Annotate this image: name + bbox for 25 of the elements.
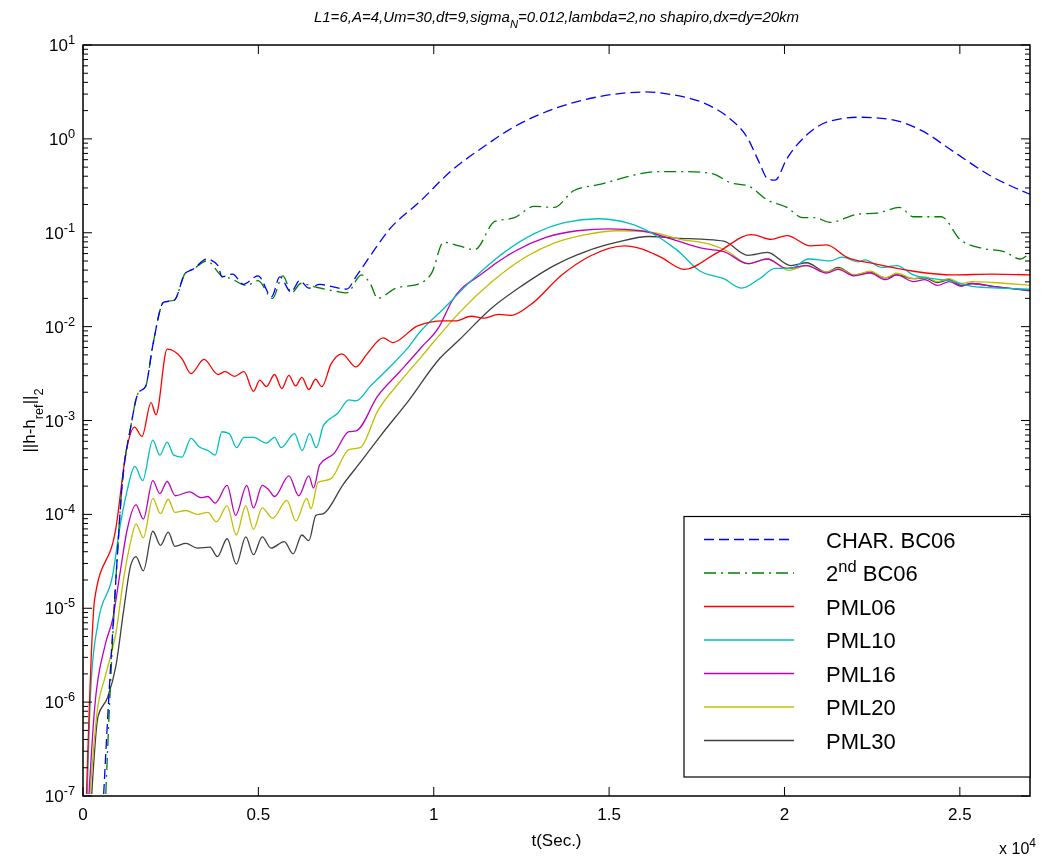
y-tick-label: 10$^{0}$: [48, 125, 75, 149]
y-tick-label: 10$^{-7}$: [44, 782, 75, 806]
x-tick-label: 0: [78, 805, 88, 824]
text: x 10$^{4}$: [999, 836, 1037, 857]
legend-label: PML16: [826, 661, 896, 687]
x-tick-label: 2: [779, 805, 790, 824]
x-axis-title: t(Sec.): [531, 831, 582, 850]
legend-label: PML30: [826, 728, 896, 754]
legend-label: PML06: [826, 594, 896, 620]
legend-label: CHAR. BC06: [826, 527, 956, 553]
y-tick-label: 10$^{-4}$: [44, 500, 75, 525]
x-tick-label: 1: [429, 805, 439, 824]
x-tick-label: 2.5: [948, 805, 972, 824]
chart-title: L1=6,A=4,Um=30,dt=9,sigma$_{N}$=0.012,lambda=2,no shapiro,dx=dy=20km: [313, 8, 800, 30]
y-tick-label: 10$^{-3}$: [44, 407, 75, 431]
legend-label: PML20: [826, 695, 896, 720]
x-tick-label: 1.5: [597, 805, 621, 824]
y-tick-label: 10$^{-2}$: [44, 313, 75, 337]
legend-label: 2$^{nd}$ BC06: [826, 557, 918, 586]
y-tick-label: 10$^{-5}$: [44, 594, 75, 619]
y-tick-label: 10$^{-1}$: [44, 219, 75, 243]
x-tick-label: 0.5: [246, 805, 271, 824]
y-tick-label: 10$^{1}$: [48, 31, 75, 55]
legend-label: PML10: [826, 628, 896, 653]
y-tick-label: 10$^{-6}$: [44, 688, 75, 713]
